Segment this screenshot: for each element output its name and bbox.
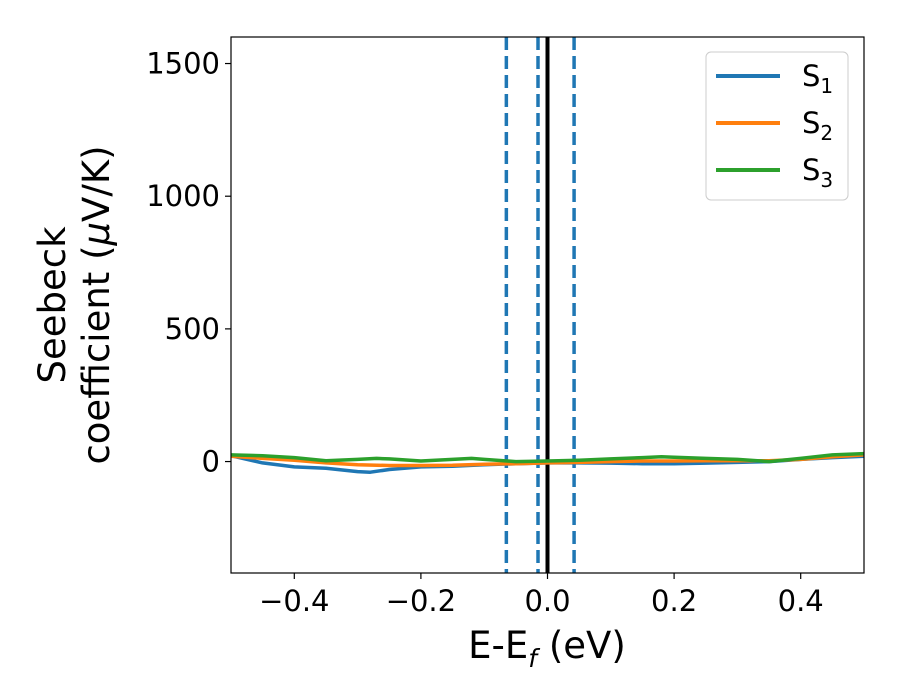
legend-label-s3: S3 [802, 153, 833, 192]
series-line-s3 [231, 451, 864, 464]
x-axis-title: E-Ef (eV) [468, 624, 626, 673]
y-tick-label-2: 1000 [146, 179, 220, 213]
y-axis-title-line2-text: coefficient ( [75, 245, 118, 464]
x-axis-title-main: E-E [468, 624, 528, 667]
y-axis-title-line2-suffix: V/K) [75, 145, 118, 221]
x-tick-label-2: 0.0 [524, 584, 570, 618]
y-axis-title-line1: Seebeck [31, 226, 74, 384]
x-axis-title-suffix: (eV) [537, 624, 626, 667]
y-tick-label-0: 0 [202, 445, 220, 479]
legend-label-s1: S1 [802, 59, 833, 98]
y-tick-label-1: 500 [165, 312, 220, 346]
x-tick-label-3: 0.2 [651, 584, 697, 618]
series-layer [231, 451, 864, 474]
y-tick-label-3: 1500 [146, 47, 220, 81]
y-axis-title: Seebeck coefficient (μV/K) [31, 145, 118, 464]
legend-label-s2: S2 [802, 106, 833, 145]
y-axis-title-line2: coefficient (μV/K) [75, 145, 118, 464]
x-tick-label-4: 0.4 [778, 584, 824, 618]
legend-box [705, 51, 849, 201]
x-tick-label-1: −0.2 [386, 584, 456, 618]
legend: S1 S2 S3 [705, 51, 849, 201]
x-axis: −0.4 −0.2 0.0 0.2 0.4 [259, 573, 824, 618]
x-tick-label-0: −0.4 [259, 584, 329, 618]
reference-lines [504, 37, 576, 573]
y-axis: 0 500 1000 1500 [146, 47, 231, 479]
y-axis-title-greek: μ [75, 222, 118, 247]
